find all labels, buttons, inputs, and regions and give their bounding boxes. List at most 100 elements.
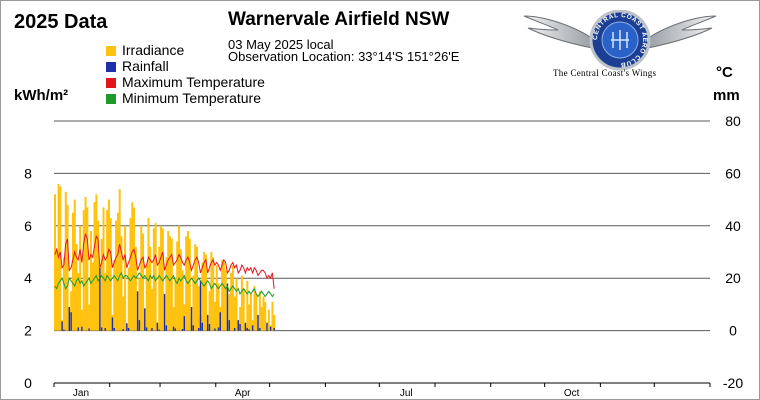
rainfall-bar xyxy=(99,267,101,331)
rainfall-bar xyxy=(239,324,241,331)
legend-swatch-min-temp xyxy=(106,94,116,104)
irradiance-bar xyxy=(95,194,98,331)
min-temp-line xyxy=(54,271,275,298)
irradiance-bar xyxy=(212,257,215,331)
rainfall-bar xyxy=(237,320,239,331)
irradiance-bar xyxy=(151,288,154,331)
rainfall-bar xyxy=(63,329,65,331)
irradiance-bar xyxy=(59,186,62,331)
irradiance-bar xyxy=(239,307,242,331)
rainfall-bar xyxy=(228,320,230,331)
legend-swatch-irradiance xyxy=(106,46,116,56)
x-tick-label: Jan xyxy=(73,388,89,399)
irradiance-bar xyxy=(129,217,132,331)
irradiance-bar xyxy=(217,283,220,331)
x-tick-label: Oct xyxy=(564,388,580,399)
rainfall-bar xyxy=(144,308,146,331)
irradiance-bar xyxy=(186,231,189,331)
legend-swatch-max-temp xyxy=(106,78,116,88)
logo-wing-left xyxy=(523,15,593,49)
rainfall-bar xyxy=(163,293,166,331)
irradiance-bar xyxy=(118,189,121,331)
legend-label: Irradiance xyxy=(122,42,185,58)
rainfall-bar xyxy=(158,329,160,331)
aero-club-logo: CENTRAL COAST AERO CLUB xyxy=(523,10,717,71)
irradiance-bar xyxy=(149,246,152,331)
irradiance-bar xyxy=(224,270,227,331)
legend-label: Maximum Temperature xyxy=(122,74,265,90)
irradiance-bar xyxy=(235,278,238,331)
irradiance-bar xyxy=(77,272,80,331)
rainfall-bar xyxy=(192,325,195,331)
logo-mark xyxy=(611,30,629,50)
irradiance-bar xyxy=(79,225,82,331)
irradiance-bar xyxy=(104,272,107,331)
irradiance-bar xyxy=(242,288,245,331)
irradiance-bar xyxy=(145,265,148,331)
rainfall-bar xyxy=(219,312,221,331)
legend-item-max-temp: Maximum Temperature xyxy=(106,74,265,90)
irradiance-bar xyxy=(89,231,92,331)
irradiance-bar xyxy=(246,280,249,331)
rainfall-bar xyxy=(136,291,139,331)
rainfall-bar xyxy=(111,317,114,331)
rainfall-bar xyxy=(174,328,177,331)
irradiance-bar xyxy=(93,202,96,331)
irradiance-bar xyxy=(262,296,265,331)
x-tick-label: Jul xyxy=(400,388,413,399)
rainfall-bar xyxy=(122,329,124,331)
irradiance-bar xyxy=(179,249,182,331)
irradiance-bar xyxy=(194,244,197,331)
rainfall-bar xyxy=(81,326,83,331)
irradiance-bar xyxy=(258,291,261,331)
rainfall-bar xyxy=(190,307,193,331)
irradiance-bar xyxy=(120,236,123,331)
legend-label: Rainfall xyxy=(122,58,169,74)
rainfall-bar xyxy=(126,323,128,331)
legend-item-irradiance: Irradiance xyxy=(106,42,184,58)
irradiance-bar xyxy=(167,231,170,331)
irradiance-bar xyxy=(222,262,225,331)
irradiance-bar xyxy=(169,236,172,331)
irradiance-bar xyxy=(91,262,94,331)
irradiance-bar xyxy=(154,223,157,331)
rainfall-bar xyxy=(151,327,153,331)
irradiance-bar xyxy=(113,259,116,331)
rainfall-bar xyxy=(248,329,250,331)
irradiance-bar xyxy=(213,301,216,331)
rainfall-bar xyxy=(100,327,103,331)
irradiance-bar xyxy=(106,210,109,331)
logo-wing-right xyxy=(647,15,717,49)
irradiance-bar xyxy=(230,272,233,331)
irradiance-bar xyxy=(240,275,243,331)
irradiance-bar xyxy=(203,252,206,331)
rainfall-bar xyxy=(172,326,175,331)
rainfall-bar xyxy=(127,327,130,331)
irradiance-bar xyxy=(197,286,200,331)
irradiance-bar xyxy=(54,194,56,331)
irradiance-bar xyxy=(271,301,274,331)
rainfall-bar xyxy=(77,327,80,331)
irradiance-bar xyxy=(228,293,231,331)
right-tick-label: 20 xyxy=(725,270,741,286)
left-tick-label: 0 xyxy=(24,375,32,391)
right-tick-label: 0 xyxy=(729,323,737,339)
max-temp-line xyxy=(54,233,275,289)
irradiance-bar xyxy=(176,241,179,331)
irradiance-bar xyxy=(204,254,207,331)
right-axis-unit-temperature: °C xyxy=(716,64,733,81)
irradiance-bar xyxy=(181,270,184,331)
rainfall-bar xyxy=(201,322,204,331)
irradiance-bar xyxy=(210,252,213,331)
irradiance-bar xyxy=(131,202,134,331)
irradiance-bar xyxy=(86,207,89,331)
irradiance-bar xyxy=(215,265,218,331)
irradiance-bar xyxy=(55,252,58,331)
irradiance-bar xyxy=(208,291,211,331)
left-tick-label: 4 xyxy=(24,270,32,286)
irradiance-bar xyxy=(147,217,150,331)
irradiance-bar xyxy=(273,314,276,331)
irradiance-bar xyxy=(107,199,110,331)
irradiance-bar xyxy=(221,259,224,331)
